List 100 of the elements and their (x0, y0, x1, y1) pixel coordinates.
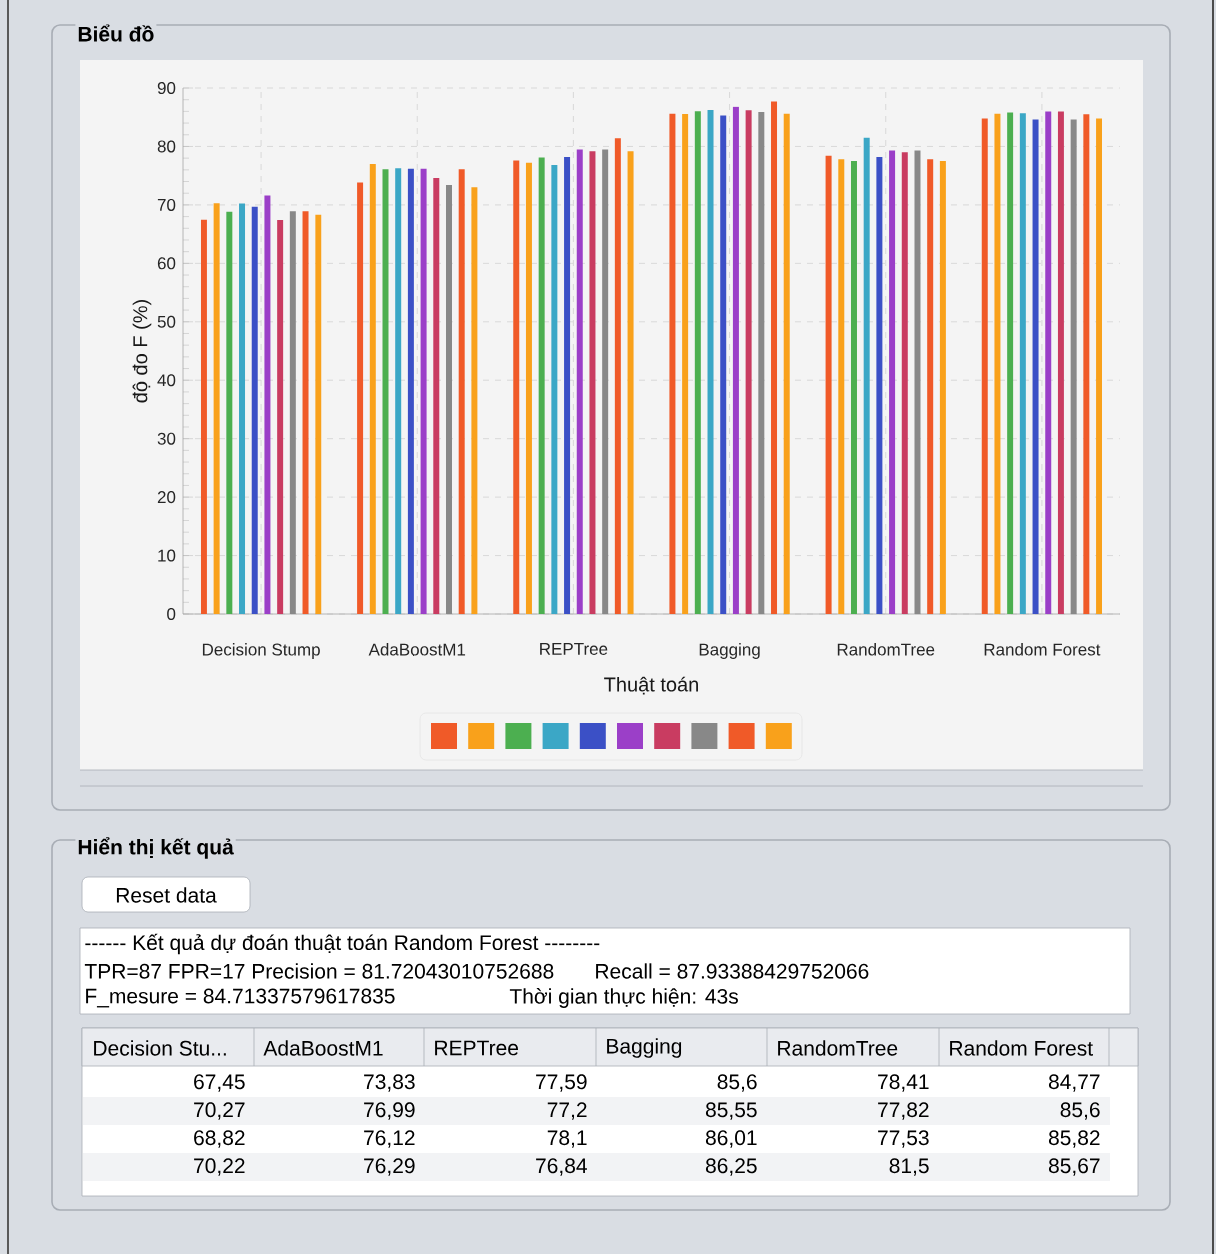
bar (407, 168, 414, 615)
bar (420, 168, 427, 615)
bar (395, 168, 402, 615)
bar (876, 156, 883, 615)
bar (771, 101, 778, 615)
y-tick-label: 10 (158, 549, 176, 562)
text: REPTree (435, 1040, 519, 1056)
bar (614, 138, 621, 615)
x-tick-label: Random Forest (984, 643, 1101, 656)
bar (627, 151, 634, 615)
y-tick-label: 90 (157, 82, 176, 95)
data-label: 81,5 (889, 1158, 929, 1176)
bar (551, 164, 558, 615)
bar (213, 203, 220, 615)
data-label: 85,55 (705, 1102, 757, 1120)
data-label: 85,6 (1060, 1102, 1100, 1120)
data-label: 70,22 (194, 1158, 245, 1176)
bar (525, 162, 532, 615)
bar (576, 149, 583, 615)
text: Random Forest (950, 1040, 1093, 1056)
bar (369, 164, 376, 615)
bar (1070, 119, 1077, 615)
y-tick-label: 80 (157, 140, 176, 153)
bar (513, 160, 520, 615)
data-label: 73,83 (364, 1074, 415, 1092)
bar (1019, 113, 1026, 615)
data-label: 70,27 (194, 1102, 245, 1120)
bar (1045, 111, 1052, 615)
data-label: 86,25 (705, 1158, 757, 1176)
text: F_mesure = 84.71337579617835 (86, 988, 395, 1008)
bar (707, 109, 714, 615)
bar (1032, 119, 1039, 615)
data-label: 76,12 (364, 1130, 415, 1148)
y-tick-label: 60 (157, 257, 176, 270)
x-tick-label: REPTree (540, 643, 608, 655)
data-label: 78,1 (547, 1130, 587, 1148)
text: Bagging (607, 1038, 682, 1058)
x-tick-label: Bagging (699, 643, 760, 659)
bar (838, 159, 845, 615)
data-label: 78,41 (878, 1074, 929, 1092)
bar (239, 203, 246, 615)
x-tick-label: RandomTree (837, 643, 935, 656)
bar (1083, 114, 1090, 615)
bar (589, 151, 596, 615)
text: Hiển thị kết quả (78, 837, 234, 859)
bar (825, 155, 832, 615)
text: TPR=87 FPR=17 Precision = 81.72043010752688 (84, 963, 554, 979)
bar (914, 150, 921, 615)
bar (901, 152, 908, 615)
bar (538, 157, 545, 615)
data-label: 68,82 (194, 1130, 245, 1148)
text: Thời gian thực hiện: 43s (509, 988, 738, 1008)
data-label: 76,99 (364, 1102, 415, 1120)
bar (694, 111, 701, 615)
data-label: 84,77 (1048, 1074, 1100, 1092)
bar (471, 187, 478, 615)
bar (994, 113, 1001, 615)
x-tick-label: AdaBoostM1 (368, 643, 466, 656)
data-label: 85,67 (1048, 1158, 1100, 1176)
bar (927, 159, 934, 615)
data-label: 85,82 (1048, 1130, 1100, 1148)
bar (302, 211, 309, 615)
data-label: 67,45 (194, 1074, 245, 1092)
y-tick-label: 70 (157, 198, 176, 211)
data-label: 77,82 (878, 1102, 929, 1120)
text: Biểu đồ (78, 24, 154, 42)
bar (1007, 112, 1014, 615)
text: RandomTree (778, 1040, 898, 1056)
data-label: 77,53 (878, 1130, 929, 1148)
data-label: 86,01 (705, 1130, 757, 1148)
bar (939, 161, 946, 615)
text: Reset data (116, 887, 217, 903)
bar (863, 137, 870, 615)
bar (745, 110, 752, 615)
bar (981, 118, 988, 615)
bar (850, 160, 857, 615)
bar (446, 185, 452, 615)
text: Decision Stu... (94, 1040, 226, 1056)
bar (783, 113, 790, 615)
data-label: 76,29 (364, 1158, 415, 1176)
bar (669, 113, 676, 615)
x-tick-label: Decision Stump (202, 643, 320, 659)
y-tick-label: 0 (167, 608, 176, 621)
bar (200, 219, 207, 615)
data-label: 77,59 (536, 1074, 587, 1092)
y-tick-label: 40 (157, 374, 176, 387)
bar (382, 169, 389, 615)
text: Recall = 87.93388429752066 (596, 963, 869, 979)
data-label: 76,84 (536, 1158, 587, 1176)
bar (251, 206, 258, 615)
bar (889, 150, 896, 615)
y-tick-label: 20 (157, 491, 176, 504)
data-label: 85,6 (717, 1074, 757, 1092)
y-tick-label: 30 (157, 432, 176, 445)
bar (226, 211, 233, 615)
bar (720, 115, 727, 615)
x-axis-title: Thuật toán (604, 676, 698, 695)
text: ------ Kết quả dự đoán thuật toán Random Forest -------- (85, 933, 600, 955)
bar (732, 106, 739, 615)
bar (458, 169, 465, 615)
